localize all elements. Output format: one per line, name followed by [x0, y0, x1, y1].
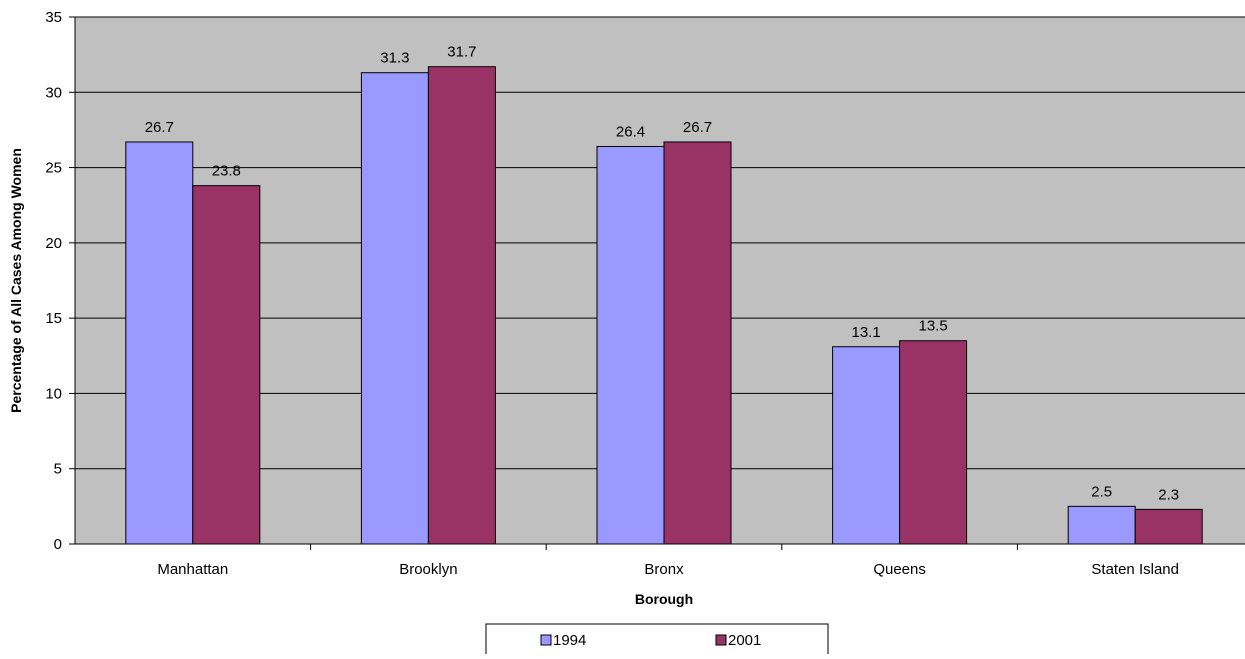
- legend-swatch-1994: [540, 634, 552, 646]
- legend-label-1994: 1994: [553, 632, 586, 649]
- bar-2001: [899, 340, 968, 545]
- data-label: 13.1: [851, 324, 880, 341]
- y-tick-label: 20: [45, 235, 62, 252]
- legend-box: [485, 623, 829, 657]
- y-axis-title: Percentage of All Cases Among Women: [8, 148, 24, 413]
- bar-1994: [360, 72, 429, 545]
- data-label: 26.4: [616, 123, 645, 140]
- data-label: 26.7: [683, 119, 712, 136]
- bar-2001: [1134, 508, 1203, 545]
- data-label: 26.7: [145, 119, 174, 136]
- y-tick-label: 0: [54, 536, 62, 553]
- y-tick-label: 10: [45, 385, 62, 402]
- legend: 1994 2001: [485, 623, 829, 657]
- bar-2001: [427, 66, 496, 545]
- bar-2001: [192, 185, 261, 545]
- data-label: 31.3: [380, 50, 409, 67]
- data-labels: 26.7 23.8 31.3 31.7 26.4 26.7 13.1 13.5 2.5 2.3: [145, 44, 1179, 504]
- bar-1994: [125, 141, 194, 545]
- x-tick-label: Brooklyn: [399, 561, 457, 578]
- x-tick-labels: Manhattan Brooklyn Bronx Queens Staten Islan…: [157, 561, 1179, 578]
- x-tick-label: Queens: [873, 561, 926, 578]
- data-label: 13.5: [918, 318, 947, 335]
- y-tick-label: 30: [45, 84, 62, 101]
- y-tick-labels: 0 5 10 15 20 25 30 35: [45, 9, 62, 553]
- x-tick-label: Manhattan: [157, 561, 228, 578]
- bar-1994: [596, 145, 665, 545]
- data-label: 2.5: [1091, 483, 1112, 500]
- data-label: 2.3: [1158, 486, 1179, 503]
- legend-label-2001: 2001: [728, 632, 761, 649]
- axes: [69, 16, 1245, 550]
- bar-2001: [663, 141, 732, 545]
- y-tick-label: 5: [54, 461, 62, 478]
- y-tick-label: 35: [45, 9, 62, 26]
- data-label: 31.7: [447, 44, 476, 61]
- bar-1994: [832, 346, 901, 545]
- legend-swatch-2001: [715, 634, 727, 646]
- y-tick-label: 15: [45, 310, 62, 327]
- x-tick-label: Staten Island: [1091, 561, 1179, 578]
- y-tick-label: 25: [45, 160, 62, 177]
- data-label: 23.8: [212, 163, 241, 180]
- x-axis-title: Borough: [635, 591, 693, 607]
- x-tick-label: Bronx: [644, 561, 684, 578]
- bar-1994: [1067, 505, 1136, 545]
